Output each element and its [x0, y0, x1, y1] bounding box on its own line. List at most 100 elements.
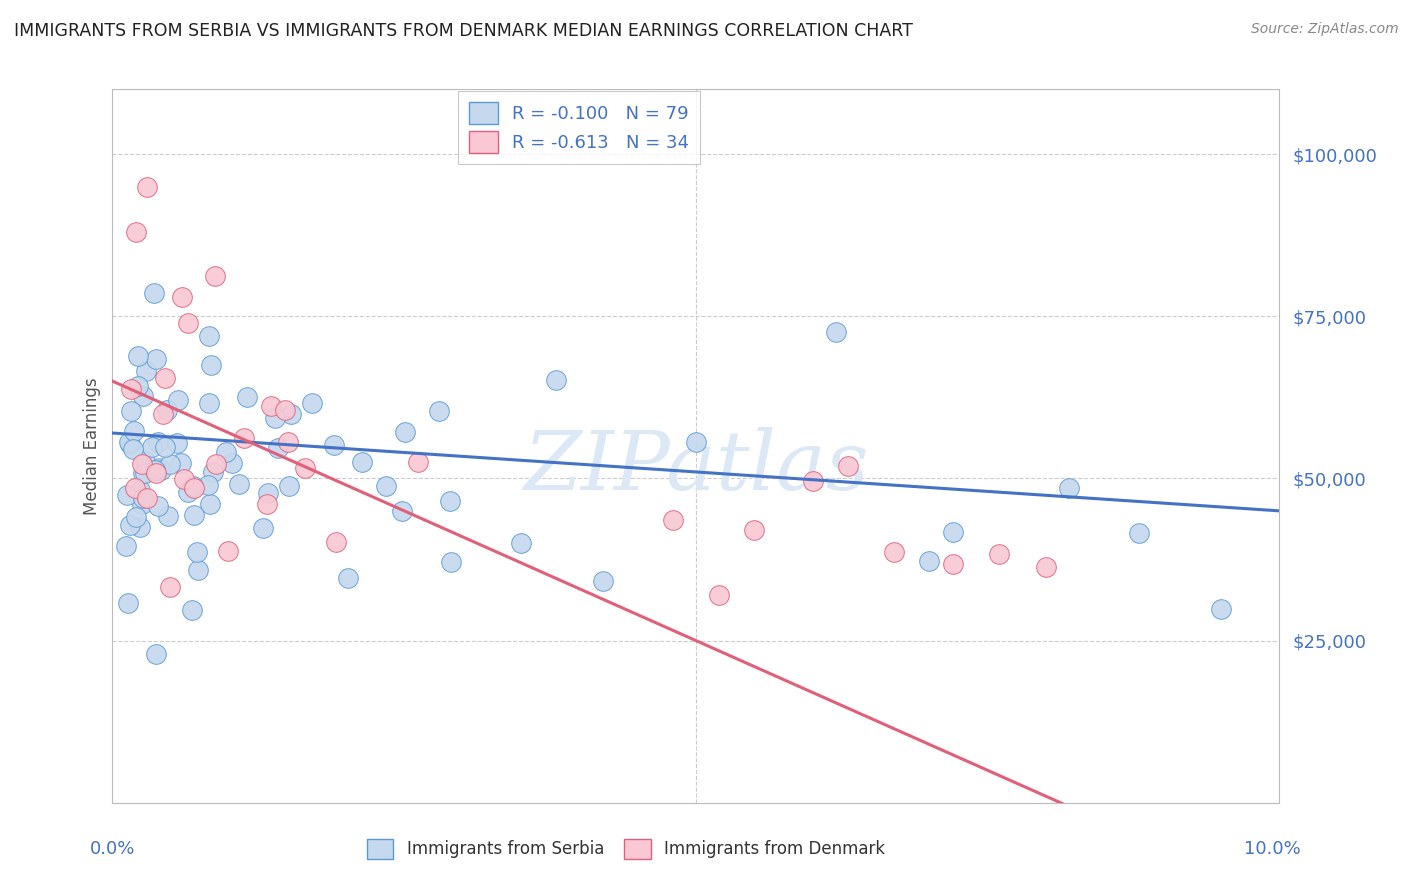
Point — [173, 472, 195, 486]
Point — [256, 497, 278, 511]
Point — [142, 286, 165, 301]
Point — [117, 434, 139, 449]
Point — [146, 435, 169, 450]
Point — [440, 555, 463, 569]
Point — [152, 407, 174, 421]
Point — [122, 424, 145, 438]
Point — [942, 558, 965, 572]
Point — [509, 536, 531, 550]
Point — [1128, 525, 1150, 540]
Point — [121, 442, 143, 456]
Point — [155, 440, 177, 454]
Y-axis label: Median Earnings: Median Earnings — [83, 377, 101, 515]
Point — [134, 466, 156, 480]
Point — [988, 548, 1011, 562]
Point — [883, 545, 905, 559]
Point — [323, 437, 346, 451]
Point — [129, 483, 152, 497]
Point — [170, 456, 193, 470]
Text: 0.0%: 0.0% — [90, 840, 135, 858]
Point — [406, 455, 429, 469]
Point — [117, 597, 139, 611]
Point — [301, 396, 323, 410]
Point — [166, 436, 188, 450]
Point — [141, 440, 163, 454]
Point — [159, 580, 181, 594]
Point — [252, 521, 274, 535]
Point — [181, 479, 204, 493]
Point — [180, 603, 202, 617]
Point — [228, 476, 250, 491]
Point — [132, 491, 155, 505]
Point — [221, 456, 243, 470]
Text: ZIPatlas: ZIPatlas — [523, 427, 869, 508]
Point — [1035, 560, 1057, 574]
Point — [742, 523, 765, 537]
Point — [942, 524, 965, 539]
Point — [127, 350, 149, 364]
Point — [352, 455, 374, 469]
Point — [375, 479, 398, 493]
Text: Source: ZipAtlas.com: Source: ZipAtlas.com — [1251, 22, 1399, 37]
Point — [143, 463, 166, 477]
Point — [198, 497, 221, 511]
Point — [825, 326, 848, 340]
Point — [153, 371, 176, 385]
Point — [544, 373, 567, 387]
Point — [117, 488, 139, 502]
Point — [198, 396, 221, 410]
Point — [325, 534, 347, 549]
Point — [277, 478, 299, 492]
Legend: Immigrants from Serbia, Immigrants from Denmark: Immigrants from Serbia, Immigrants from … — [360, 832, 891, 866]
Point — [145, 351, 167, 366]
Point — [159, 457, 181, 471]
Point — [134, 454, 156, 468]
Point — [337, 570, 360, 584]
Point — [394, 425, 416, 439]
Point — [125, 510, 148, 524]
Point — [177, 485, 200, 500]
Point — [131, 457, 153, 471]
Point — [391, 504, 413, 518]
Point — [439, 494, 461, 508]
Point — [183, 508, 205, 522]
Point — [201, 465, 224, 479]
Point — [1059, 481, 1081, 495]
Point — [120, 517, 142, 532]
Point — [198, 328, 221, 343]
Point — [233, 431, 256, 445]
Point — [205, 457, 228, 471]
Point — [918, 554, 941, 568]
Point — [685, 435, 707, 450]
Point — [120, 382, 142, 396]
Point — [177, 317, 200, 331]
Point — [186, 545, 208, 559]
Point — [135, 491, 157, 505]
Text: IMMIGRANTS FROM SERBIA VS IMMIGRANTS FROM DENMARK MEDIAN EARNINGS CORRELATION CH: IMMIGRANTS FROM SERBIA VS IMMIGRANTS FRO… — [14, 22, 912, 40]
Point — [129, 520, 152, 534]
Point — [273, 402, 295, 417]
Point — [131, 497, 153, 511]
Point — [145, 647, 167, 661]
Point — [167, 392, 190, 407]
Point — [236, 391, 259, 405]
Point — [145, 466, 167, 480]
Point — [136, 179, 159, 194]
Point — [200, 358, 222, 372]
Point — [197, 478, 219, 492]
Point — [183, 481, 205, 495]
Point — [214, 444, 236, 458]
Point — [294, 461, 316, 475]
Point — [837, 459, 859, 474]
Point — [592, 574, 614, 588]
Point — [132, 466, 155, 480]
Text: 10.0%: 10.0% — [1244, 840, 1301, 858]
Point — [124, 481, 146, 495]
Point — [801, 474, 824, 488]
Point — [115, 539, 138, 553]
Point — [148, 460, 170, 475]
Point — [149, 463, 172, 477]
Point — [260, 399, 283, 413]
Point — [156, 509, 179, 524]
Point — [277, 434, 299, 449]
